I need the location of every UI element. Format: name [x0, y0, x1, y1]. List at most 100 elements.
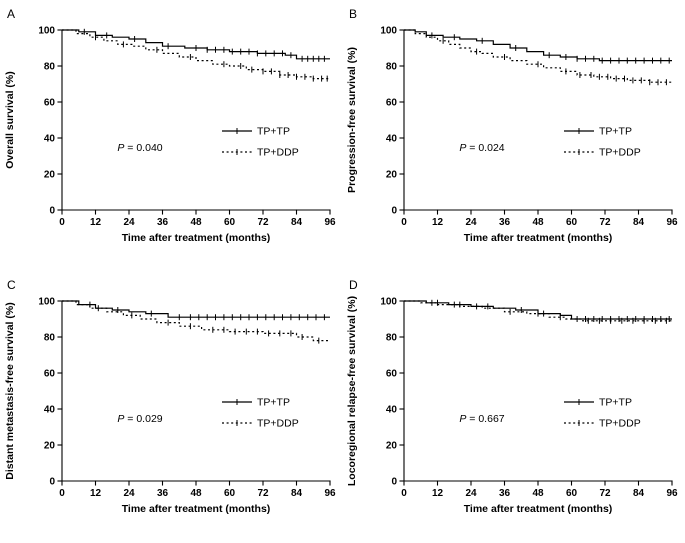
x-tick-label: 36	[157, 488, 169, 499]
x-tick-label: 96	[666, 488, 678, 499]
x-tick-label: 48	[190, 217, 202, 228]
panel-a: A 0 12 24 36 48 60 72 84 96 0 20 40 60 80 100 Time afte…	[0, 0, 342, 271]
censor-marks-tp-tp	[83, 28, 325, 62]
x-tick-label: 0	[401, 217, 407, 228]
x-tick-label: 72	[257, 488, 269, 499]
censor-marks-tp-tp	[89, 301, 325, 321]
y-tick-label: 60	[44, 369, 56, 380]
x-tick-label: 12	[432, 488, 444, 499]
x-tick-label: 84	[633, 488, 645, 499]
y-tick-label: 60	[386, 369, 398, 380]
y-tick-label: 100	[380, 297, 397, 308]
y-tick-label: 100	[38, 297, 55, 308]
x-tick-label: 60	[566, 488, 578, 499]
censor-marks-tp-ddp	[442, 37, 667, 86]
y-axis-title: Overall survival (%)	[4, 71, 16, 168]
y-axis-title: Distant metastasis-free survival (%)	[4, 302, 16, 479]
y-tick-label: 20	[44, 170, 56, 181]
axes	[399, 300, 673, 486]
legend-label-tp-ddp: TP+DDP	[257, 147, 299, 159]
y-tick-label: 0	[49, 477, 55, 488]
x-tick-label: 72	[599, 488, 611, 499]
y-tick-label: 40	[386, 405, 398, 416]
p-value: P = 0.667	[459, 413, 504, 425]
panel-a-chart: 0 12 24 36 48 60 72 84 96 0 20 40 60 80 100 Time after …	[4, 26, 336, 245]
curve-tp-ddp	[62, 300, 330, 342]
x-tick-label: 24	[465, 488, 477, 499]
y-tick-label: 60	[44, 98, 56, 109]
y-tick-label: 40	[386, 134, 398, 145]
y-tick-label: 80	[386, 62, 398, 73]
legend-label-tp-ddp: TP+DDP	[599, 418, 641, 430]
x-tick-label: 96	[666, 217, 678, 228]
x-tick-label: 12	[90, 488, 102, 499]
panel-b: B 0 12 24 36 48 60 72 84 96 0 20 40 60 80 100 Time afte…	[342, 0, 685, 271]
p-value: P = 0.040	[117, 142, 162, 154]
legend-entry-tp-ddp: TP+DDP	[564, 147, 641, 159]
x-tick-label: 24	[123, 488, 135, 499]
p-value: P = 0.024	[459, 142, 504, 154]
legend-label-tp-tp: TP+TP	[599, 126, 632, 138]
x-tick-label: 48	[532, 217, 544, 228]
panel-c-chart: 0 12 24 36 48 60 72 84 96 0 20 40 60 80 100 Time after …	[4, 297, 336, 516]
legend-label-tp-ddp: TP+DDP	[257, 418, 299, 430]
panel-c-label: C	[7, 278, 16, 292]
legend-entry-tp-ddp: TP+DDP	[222, 147, 299, 159]
panel-b-chart: 0 12 24 36 48 60 72 84 96 0 20 40 60 80 100 Time after …	[346, 26, 678, 245]
x-tick-label: 84	[291, 488, 303, 499]
panel-c: C 0 12 24 36 48 60 72 84 96 0 20 40 60 80 100 Time afte…	[0, 271, 342, 543]
legend-label-tp-ddp: TP+DDP	[599, 147, 641, 159]
axes	[57, 300, 331, 486]
legend-label-tp-tp: TP+TP	[257, 126, 290, 138]
y-tick-label: 0	[391, 206, 397, 217]
y-tick-label: 20	[44, 441, 56, 452]
x-axis-title: Time after treatment (months)	[464, 232, 613, 244]
censor-marks-tp-ddp	[97, 305, 320, 344]
y-tick-label: 20	[386, 170, 398, 181]
y-tick-label: 100	[380, 26, 397, 37]
curve-tp-ddp	[404, 29, 672, 83]
y-axis-title: Locoregional relapse-free survival (%)	[346, 296, 358, 486]
y-tick-label: 100	[38, 26, 55, 37]
y-tick-label: 40	[44, 405, 56, 416]
curve-tp-tp	[62, 300, 330, 318]
legend-label-tp-tp: TP+TP	[599, 397, 632, 409]
x-tick-label: 48	[532, 488, 544, 499]
curve-tp-ddp	[62, 29, 330, 80]
y-tick-label: 0	[391, 477, 397, 488]
x-axis-title: Time after treatment (months)	[122, 232, 271, 244]
y-tick-label: 60	[386, 98, 398, 109]
x-tick-label: 12	[432, 217, 444, 228]
x-tick-label: 0	[59, 488, 65, 499]
censor-marks-tp-ddp	[431, 299, 667, 324]
legend-entry-tp-tp: TP+TP	[564, 126, 632, 138]
y-tick-label: 80	[386, 333, 398, 344]
legend-entry-tp-ddp: TP+DDP	[564, 418, 641, 430]
legend-entry-tp-ddp: TP+DDP	[222, 418, 299, 430]
legend-entry-tp-tp: TP+TP	[564, 397, 632, 409]
curve-tp-tp	[404, 29, 672, 62]
y-tick-label: 0	[49, 206, 55, 217]
x-tick-label: 72	[599, 217, 611, 228]
y-tick-label: 20	[386, 441, 398, 452]
x-tick-label: 36	[157, 217, 169, 228]
x-tick-label: 24	[123, 217, 135, 228]
x-tick-label: 0	[59, 217, 65, 228]
x-tick-label: 48	[190, 488, 202, 499]
y-tick-label: 80	[44, 62, 56, 73]
x-tick-label: 12	[90, 217, 102, 228]
legend-entry-tp-tp: TP+TP	[222, 126, 290, 138]
y-tick-label: 80	[44, 333, 56, 344]
x-tick-label: 36	[499, 217, 511, 228]
x-tick-label: 96	[324, 488, 336, 499]
x-tick-label: 72	[257, 217, 269, 228]
legend-entry-tp-tp: TP+TP	[222, 397, 290, 409]
x-tick-label: 84	[633, 217, 645, 228]
x-tick-label: 60	[566, 217, 578, 228]
censor-marks-tp-ddp	[95, 34, 328, 82]
panel-d-chart: 0 12 24 36 48 60 72 84 96 0 20 40 60 80 100 Time after …	[346, 296, 678, 515]
x-tick-label: 60	[224, 488, 236, 499]
x-axis-title: Time after treatment (months)	[122, 503, 271, 515]
axes	[57, 29, 331, 215]
